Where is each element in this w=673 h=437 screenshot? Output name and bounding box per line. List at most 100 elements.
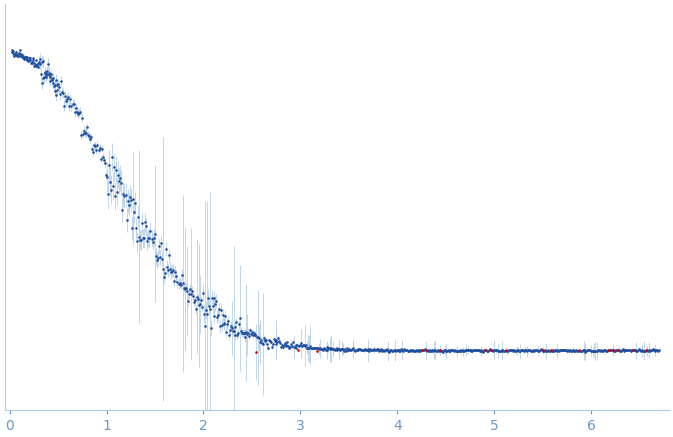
- Point: [452, 347, 462, 354]
- Point: [640, 347, 651, 354]
- Point: [446, 347, 457, 354]
- Point: [347, 345, 358, 352]
- Point: [52, 81, 63, 88]
- Point: [606, 347, 617, 354]
- Point: [408, 346, 419, 353]
- Point: [9, 52, 20, 59]
- Point: [413, 346, 424, 353]
- Point: [49, 87, 60, 94]
- Point: [234, 321, 244, 328]
- Point: [205, 324, 216, 331]
- Point: [366, 346, 377, 353]
- Point: [472, 347, 483, 354]
- Point: [110, 193, 120, 200]
- Point: [19, 54, 30, 61]
- Point: [193, 295, 204, 302]
- Point: [541, 347, 552, 354]
- Point: [37, 58, 48, 65]
- Point: [85, 135, 96, 142]
- Point: [371, 345, 382, 352]
- Point: [260, 338, 271, 345]
- Point: [186, 288, 197, 295]
- Point: [639, 347, 650, 354]
- Point: [449, 347, 460, 354]
- Point: [380, 347, 390, 354]
- Point: [197, 304, 208, 311]
- Point: [592, 347, 602, 354]
- Point: [177, 280, 188, 287]
- Point: [36, 80, 47, 87]
- Point: [531, 346, 542, 353]
- Point: [652, 347, 663, 354]
- Point: [182, 287, 192, 294]
- Point: [210, 300, 221, 307]
- Point: [304, 345, 314, 352]
- Point: [47, 76, 58, 83]
- Point: [242, 331, 252, 338]
- Point: [367, 347, 378, 354]
- Point: [333, 346, 344, 353]
- Point: [24, 55, 35, 62]
- Point: [534, 347, 544, 354]
- Point: [429, 347, 439, 354]
- Point: [570, 347, 581, 354]
- Point: [81, 124, 92, 131]
- Point: [616, 347, 627, 354]
- Point: [205, 305, 215, 312]
- Point: [550, 347, 561, 354]
- Point: [133, 213, 143, 220]
- Point: [143, 235, 154, 242]
- Point: [630, 347, 641, 354]
- Point: [157, 265, 168, 272]
- Point: [488, 347, 499, 354]
- Point: [281, 343, 292, 350]
- Point: [514, 347, 525, 354]
- Point: [538, 347, 548, 354]
- Point: [384, 347, 395, 354]
- Point: [33, 63, 44, 70]
- Point: [503, 347, 514, 354]
- Point: [509, 347, 520, 354]
- Point: [201, 307, 211, 314]
- Point: [433, 347, 444, 354]
- Point: [305, 342, 316, 349]
- Point: [548, 346, 559, 353]
- Point: [28, 63, 39, 70]
- Point: [172, 279, 183, 286]
- Point: [79, 127, 90, 134]
- Point: [323, 345, 334, 352]
- Point: [301, 344, 312, 351]
- Point: [386, 347, 396, 354]
- Point: [175, 281, 186, 288]
- Point: [129, 209, 139, 216]
- Point: [349, 347, 360, 354]
- Point: [339, 345, 350, 352]
- Point: [169, 277, 180, 284]
- Point: [481, 347, 491, 354]
- Point: [164, 252, 174, 259]
- Point: [104, 161, 114, 168]
- Point: [437, 348, 448, 355]
- Point: [190, 297, 201, 304]
- Point: [211, 298, 221, 305]
- Point: [567, 347, 578, 354]
- Point: [102, 191, 113, 198]
- Point: [653, 347, 664, 354]
- Point: [266, 338, 277, 345]
- Point: [69, 108, 80, 115]
- Point: [586, 347, 596, 354]
- Point: [38, 58, 48, 65]
- Point: [11, 50, 22, 57]
- Point: [394, 347, 405, 354]
- Point: [594, 347, 605, 354]
- Point: [339, 347, 349, 354]
- Point: [623, 347, 633, 354]
- Point: [637, 347, 647, 354]
- Point: [267, 343, 277, 350]
- Point: [431, 347, 441, 354]
- Point: [638, 347, 649, 354]
- Point: [39, 69, 50, 76]
- Point: [579, 347, 590, 354]
- Point: [498, 347, 509, 354]
- Point: [404, 347, 415, 354]
